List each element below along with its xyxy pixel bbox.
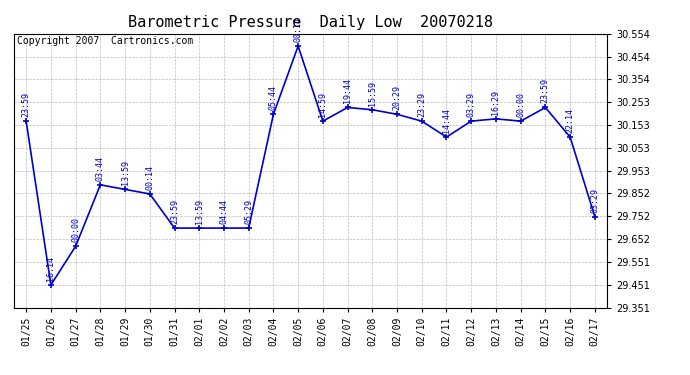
Text: 14:44: 14:44 <box>442 108 451 133</box>
Text: 00:00: 00:00 <box>71 217 80 242</box>
Text: 00:14: 00:14 <box>146 165 155 190</box>
Text: 23:59: 23:59 <box>170 199 179 224</box>
Text: 23:59: 23:59 <box>21 92 30 117</box>
Text: 00:00: 00:00 <box>516 92 525 117</box>
Text: 16:14: 16:14 <box>46 256 55 281</box>
Text: 22:14: 22:14 <box>566 108 575 133</box>
Text: 20:29: 20:29 <box>393 85 402 110</box>
Text: 19:44: 19:44 <box>343 78 352 103</box>
Text: 13:59: 13:59 <box>121 160 130 185</box>
Text: 05:29: 05:29 <box>244 199 253 224</box>
Text: Copyright 2007  Cartronics.com: Copyright 2007 Cartronics.com <box>17 36 193 46</box>
Text: 16:29: 16:29 <box>491 90 500 115</box>
Title: Barometric Pressure  Daily Low  20070218: Barometric Pressure Daily Low 20070218 <box>128 15 493 30</box>
Text: 03:29: 03:29 <box>466 92 475 117</box>
Text: 03:44: 03:44 <box>96 156 105 181</box>
Text: 23:29: 23:29 <box>417 92 426 117</box>
Text: 14:59: 14:59 <box>318 92 327 117</box>
Text: 23:59: 23:59 <box>541 78 550 103</box>
Text: 04:44: 04:44 <box>219 199 228 224</box>
Text: 05:44: 05:44 <box>269 85 278 110</box>
Text: 15:59: 15:59 <box>368 81 377 106</box>
Text: 13:59: 13:59 <box>195 199 204 224</box>
Text: 03:29: 03:29 <box>591 188 600 213</box>
Text: 00:14: 00:14 <box>294 17 303 42</box>
